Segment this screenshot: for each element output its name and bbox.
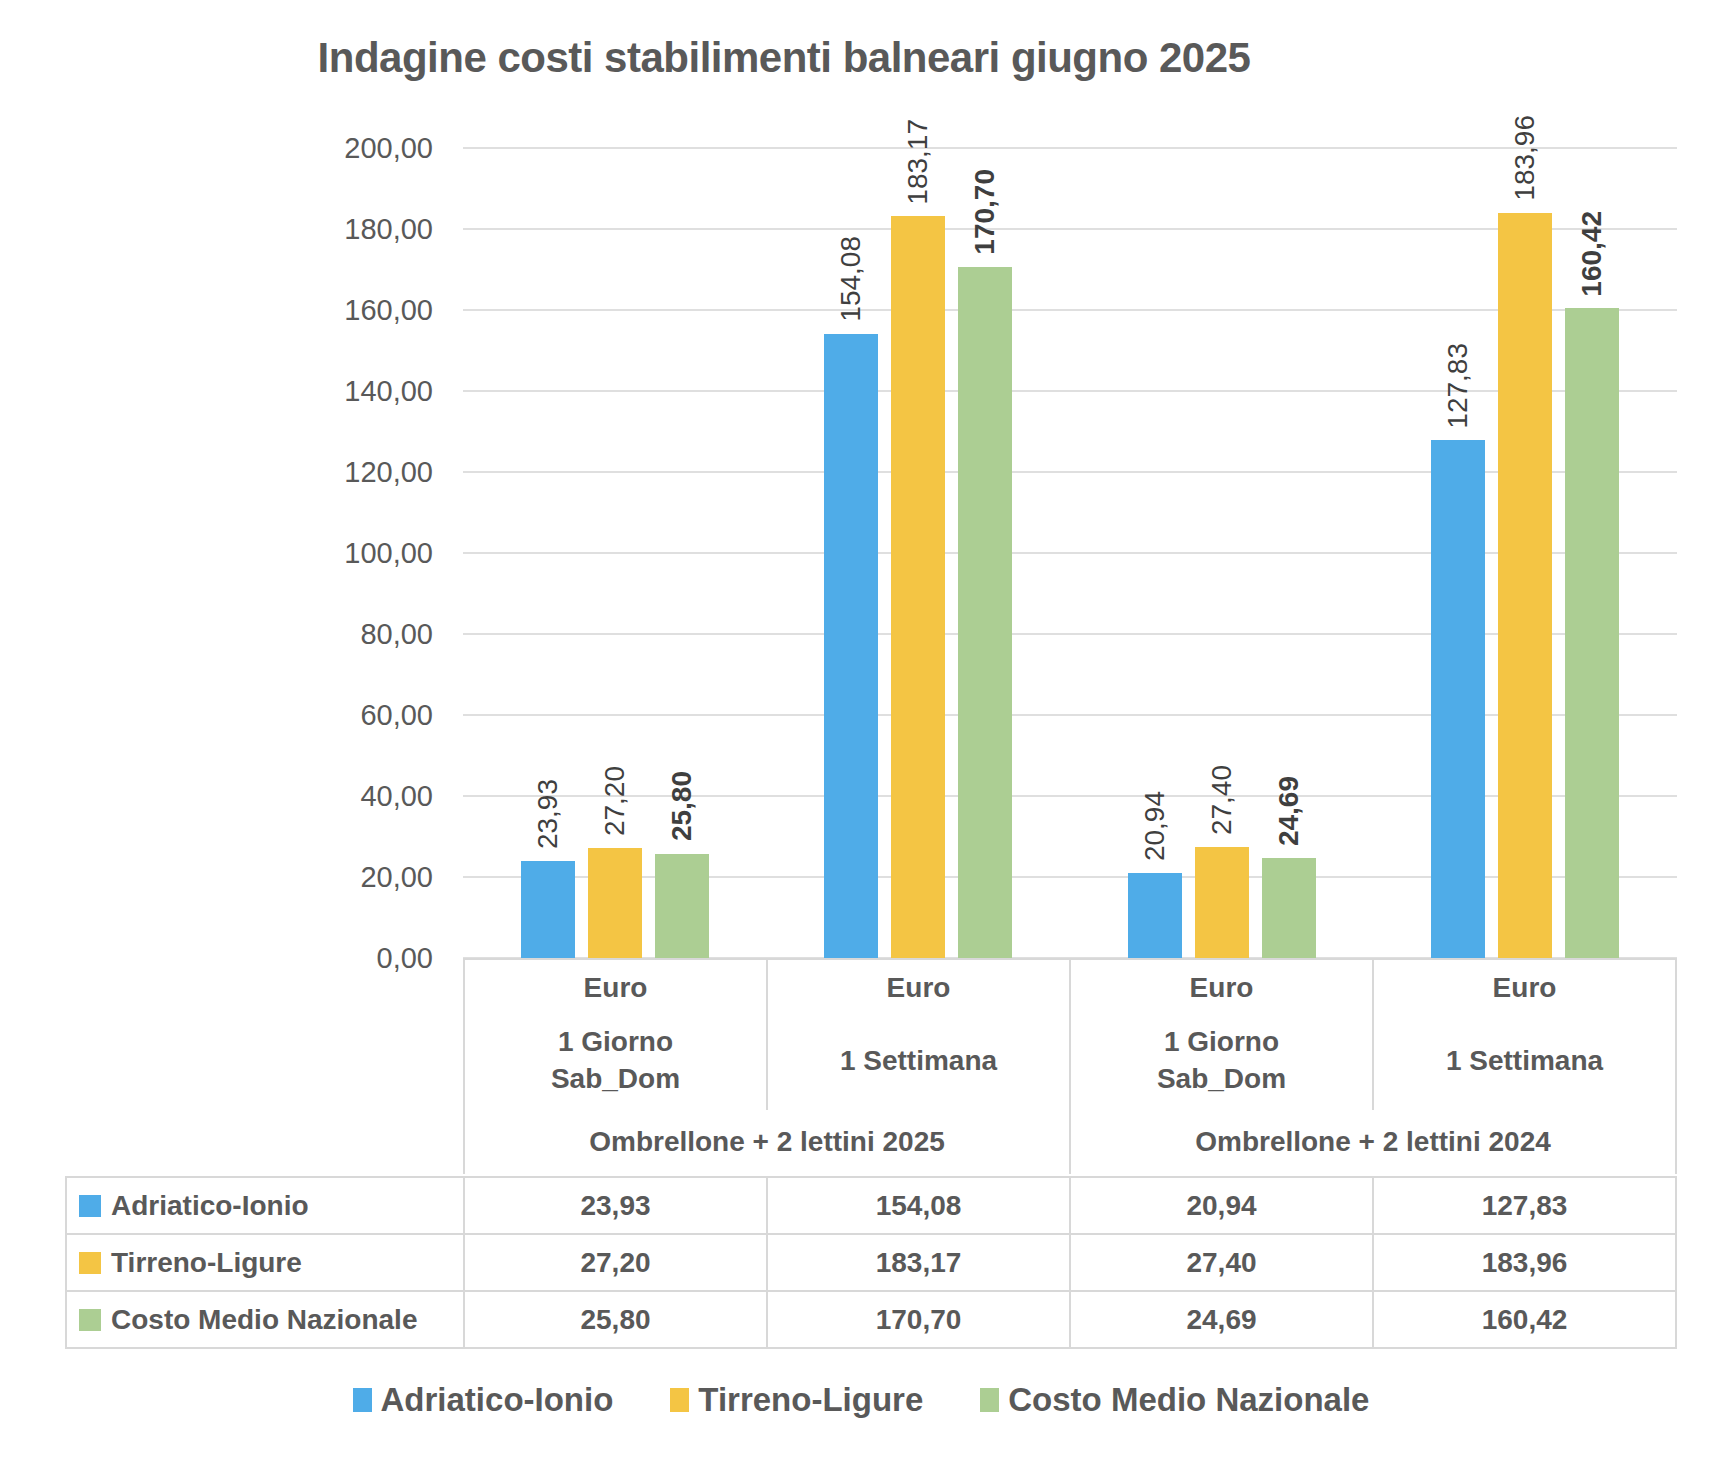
category-group-row: Ombrellone + 2 lettini 2025Ombrellone + … (465, 1110, 1675, 1174)
category-group-cell: Ombrellone + 2 lettini 2025 (465, 1110, 1071, 1174)
column-header-cell: Euro1 GiornoSab_Dom (465, 960, 768, 1110)
table-row-header: Costo Medio Nazionale (67, 1292, 465, 1349)
bar (1262, 858, 1316, 958)
legend-item: Tirreno-Ligure (670, 1381, 923, 1419)
table-value-cell: 183,17 (768, 1235, 1071, 1292)
column-unit-label: Euro (584, 972, 648, 1004)
gridline (463, 471, 1677, 473)
table-value-cell: 20,94 (1071, 1178, 1374, 1235)
column-period-label: 1 GiornoSab_Dom (1157, 1004, 1286, 1110)
legend-item: Costo Medio Nazionale (980, 1381, 1369, 1419)
series-key-swatch (79, 1309, 101, 1331)
table-value-cell: 25,80 (465, 1292, 768, 1349)
y-axis-tick-label: 60,00 (360, 699, 433, 732)
bar-value-label: 183,17 (901, 119, 935, 205)
gridline (463, 228, 1677, 230)
legend-swatch (670, 1388, 689, 1412)
bar-value-label: 27,40 (1205, 765, 1239, 835)
legend-swatch (353, 1388, 372, 1412)
category-axis-table: Euro1 GiornoSab_DomEuro1 SettimanaEuro1 … (463, 958, 1677, 1174)
bar (1565, 308, 1619, 958)
legend: Adriatico-Ionio Tirreno-Ligure Costo Medio… (0, 1372, 1722, 1428)
y-axis-tick-label: 180,00 (344, 213, 433, 246)
column-header-cell: Euro1 GiornoSab_Dom (1071, 960, 1374, 1110)
bar (655, 854, 709, 958)
chart-title: Indagine costi stabilimenti balneari giu… (0, 34, 1568, 82)
legend-item: Adriatico-Ionio (353, 1381, 614, 1419)
bar (1195, 847, 1249, 958)
bar-value-label: 160,42 (1575, 211, 1609, 297)
table-value-cell: 183,96 (1374, 1235, 1677, 1292)
legend-label: Adriatico-Ionio (381, 1381, 614, 1419)
series-name-label: Adriatico-Ionio (111, 1190, 309, 1222)
gridline (463, 795, 1677, 797)
y-axis-tick-label: 0,00 (377, 942, 433, 975)
bar-value-label: 170,70 (968, 169, 1002, 255)
bar-value-label: 25,80 (665, 771, 699, 841)
gridline (463, 147, 1677, 149)
bar-value-label: 27,20 (598, 766, 632, 836)
series-key-swatch (79, 1252, 101, 1274)
table-value-cell: 127,83 (1374, 1178, 1677, 1235)
bar-value-label: 20,94 (1138, 791, 1172, 861)
table-value-cell: 170,70 (768, 1292, 1071, 1349)
column-header-row: Euro1 GiornoSab_DomEuro1 SettimanaEuro1 … (465, 960, 1675, 1110)
y-axis-tick-label: 80,00 (360, 618, 433, 651)
column-unit-label: Euro (1493, 972, 1557, 1004)
gridline (463, 390, 1677, 392)
bar-value-label: 183,96 (1508, 115, 1542, 201)
bar (588, 848, 642, 958)
table-value-cell: 27,40 (1071, 1235, 1374, 1292)
column-period-label: 1 GiornoSab_Dom (551, 1004, 680, 1110)
table-value-cell: 154,08 (768, 1178, 1071, 1235)
table-row-header: Adriatico-Ionio (67, 1178, 465, 1235)
column-unit-label: Euro (887, 972, 951, 1004)
bar-value-label: 154,08 (834, 236, 868, 322)
y-axis-tick-label: 120,00 (344, 456, 433, 489)
series-name-label: Tirreno-Ligure (111, 1247, 302, 1279)
table-value-cell: 24,69 (1071, 1292, 1374, 1349)
bar-value-label: 24,69 (1272, 776, 1306, 846)
y-axis: 0,0020,0040,0060,0080,00100,00120,00140,… (0, 148, 433, 958)
bar (958, 267, 1012, 958)
bar (891, 216, 945, 958)
data-table: Adriatico-Ionio 23,93154,0820,94127,83 Tir… (65, 1176, 1677, 1349)
bar (824, 334, 878, 958)
bar (1128, 873, 1182, 958)
gridline (463, 876, 1677, 878)
bar (521, 861, 575, 958)
series-name-label: Costo Medio Nazionale (111, 1304, 417, 1336)
y-axis-tick-label: 140,00 (344, 375, 433, 408)
table-value-cell: 160,42 (1374, 1292, 1677, 1349)
column-period-label: 1 Settimana (840, 1004, 997, 1110)
y-axis-tick-label: 200,00 (344, 132, 433, 165)
column-header-cell: Euro1 Settimana (1374, 960, 1675, 1110)
y-axis-tick-label: 40,00 (360, 780, 433, 813)
legend-swatch (980, 1388, 999, 1412)
column-header-cell: Euro1 Settimana (768, 960, 1071, 1110)
y-axis-tick-label: 100,00 (344, 537, 433, 570)
table-value-cell: 23,93 (465, 1178, 768, 1235)
gridline (463, 714, 1677, 716)
bar-value-label: 127,83 (1441, 343, 1475, 429)
legend-label: Tirreno-Ligure (698, 1381, 923, 1419)
bar (1498, 213, 1552, 958)
legend-label: Costo Medio Nazionale (1008, 1381, 1369, 1419)
gridline (463, 633, 1677, 635)
column-unit-label: Euro (1190, 972, 1254, 1004)
column-period-label: 1 Settimana (1446, 1004, 1603, 1110)
category-group-cell: Ombrellone + 2 lettini 2024 (1071, 1110, 1675, 1174)
bar (1431, 440, 1485, 958)
y-axis-tick-label: 20,00 (360, 861, 433, 894)
table-row-header: Tirreno-Ligure (67, 1235, 465, 1292)
gridline (463, 552, 1677, 554)
series-key-swatch (79, 1195, 101, 1217)
table-value-cell: 27,20 (465, 1235, 768, 1292)
gridline (463, 309, 1677, 311)
y-axis-tick-label: 160,00 (344, 294, 433, 327)
chart-canvas: Indagine costi stabilimenti balneari giu… (0, 0, 1722, 1460)
plot-area: 23,93154,0820,94127,8327,20183,1727,4018… (463, 148, 1677, 958)
bar-value-label: 23,93 (531, 779, 565, 849)
